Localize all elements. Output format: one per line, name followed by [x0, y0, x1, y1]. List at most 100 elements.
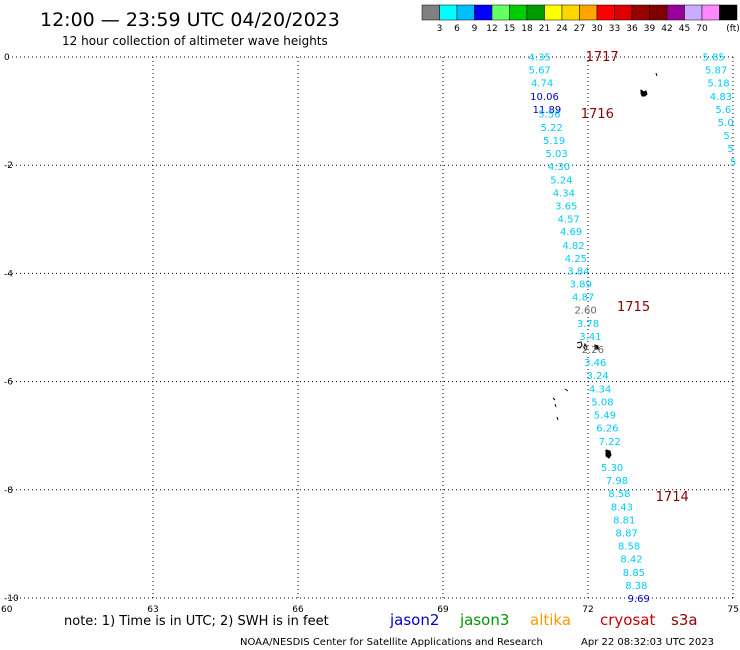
wave-height-point: 2.60: [574, 306, 596, 317]
wave-height-point: 8.85: [623, 568, 645, 579]
wave-height-point: 3.78: [577, 319, 599, 330]
wave-height-point: 4.83: [710, 92, 732, 103]
satellite-legend: jason2 jason3 altika cryosat s3a: [389, 611, 698, 629]
wave-height-point: 8.58: [618, 542, 640, 553]
wave-height-point: 9.69: [628, 594, 650, 605]
colorbar-label: 42: [661, 24, 672, 34]
wave-height-point: 8.43: [611, 503, 633, 514]
colorbar-swatch: [456, 4, 475, 21]
wave-height-values: 4.355.67 4.74 10.06 11.895.56 5.22 5.19 5.03 4.…: [529, 53, 737, 606]
colorbar-label: 39: [644, 24, 656, 34]
colorbar-swatch: [509, 4, 528, 21]
colorbar-swatch: [579, 4, 598, 21]
colorbar-swatch: [684, 4, 703, 21]
footer-timestamp: Apr 22 08:32:03 UTC 2023: [581, 637, 714, 648]
colorbar-swatch: [631, 4, 650, 21]
wave-height-point: 5.56: [538, 109, 560, 120]
colorbar-swatch: [666, 4, 685, 21]
wave-height-point: 4.34: [589, 385, 611, 396]
wave-height-point: 5.0: [718, 118, 734, 129]
colorbar-swatch: [701, 4, 720, 21]
colorbar-label: 30: [591, 24, 603, 34]
colorbar-label: 45: [679, 24, 690, 34]
colorbar-swatch: [544, 4, 563, 21]
y-tick-label: -2: [4, 161, 13, 171]
colorbar-label: 21: [539, 24, 550, 34]
wave-height-point: 8.38: [625, 581, 647, 592]
wave-height-point: 11.89: [533, 105, 562, 116]
wave-height-point: 5.49: [594, 411, 616, 422]
colorbar-swatch: [614, 4, 633, 21]
colorbar-label: 24: [556, 24, 568, 34]
plot-grid: [8, 56, 734, 599]
colorbar-swatch: [474, 4, 493, 21]
colorbar: 3 6 9 12 15 18 21 24 27 30 33 36 39 42 45 70 (ft): [421, 4, 740, 34]
legend-s3a: s3a: [671, 611, 698, 629]
colorbar-label: 9: [472, 24, 478, 34]
legend-jason2: jason2: [389, 611, 439, 629]
colorbar-swatch: [526, 4, 545, 21]
footer-credit: NOAA/NESDIS Center for Satellite Applica…: [240, 637, 543, 648]
pass-label: 1715: [617, 300, 650, 315]
wave-height-point: 5.67: [529, 65, 551, 76]
wave-height-point: 5.: [723, 131, 733, 142]
wave-height-point: 6.26: [596, 424, 618, 435]
wave-height-point: 2.26: [582, 345, 604, 356]
colorbar-label: 36: [626, 24, 638, 34]
colorbar-swatch: [719, 4, 738, 21]
y-tick-label: -6: [4, 378, 13, 388]
wave-height-point: 5.30: [601, 463, 623, 474]
coastline: [552, 72, 658, 459]
colorbar-swatch: [561, 4, 580, 21]
chart-subtitle: 12 hour collection of altimeter wave hei…: [62, 34, 328, 48]
y-tick-label: -4: [4, 269, 13, 279]
wave-height-point: 8.42: [620, 555, 642, 566]
wave-height-point: 4.82: [562, 241, 584, 252]
wave-height-point: 7.98: [606, 476, 628, 487]
y-tick-label: -10: [4, 594, 19, 604]
x-tick-label: 72: [582, 605, 593, 615]
wave-height-point: 3.41: [579, 332, 601, 343]
wave-height-point: 4.34: [553, 188, 575, 199]
y-tick-label: -8: [4, 486, 13, 496]
pass-label: 1714: [656, 490, 689, 505]
y-tick-label: 0: [4, 53, 10, 63]
colorbar-label: 3: [437, 24, 443, 34]
wave-height-point: 5.18: [707, 78, 729, 89]
wave-height-point: 4.87: [572, 293, 594, 304]
wave-height-point: 8.58: [608, 489, 630, 500]
colorbar-label: 70: [696, 24, 708, 34]
colorbar-swatch: [596, 4, 615, 21]
colorbar-label: 27: [574, 24, 585, 34]
wave-height-point: 3.89: [570, 280, 592, 291]
chart-title: 12:00 — 23:59 UTC 04/20/2023: [40, 9, 340, 31]
wave-height-point: 5.87: [705, 65, 727, 76]
wave-height-point: 5.22: [541, 123, 563, 134]
wave-height-point: 4.74: [531, 78, 553, 89]
wave-height-point: 3.84: [567, 267, 589, 278]
pass-labels: 1717 1716 1715 1714: [581, 50, 689, 505]
wave-height-point: 5.19: [543, 136, 565, 147]
colorbar-label: 33: [609, 24, 620, 34]
wave-height-point: 4.69: [560, 227, 582, 238]
legend-jason3: jason3: [459, 611, 509, 629]
legend-cryosat: cryosat: [600, 611, 655, 629]
wave-height-point: 5.6: [715, 105, 731, 116]
wave-height-point: 3.46: [584, 358, 606, 369]
pass-label: 1716: [581, 107, 614, 122]
wave-height-point: 10.06: [530, 92, 559, 103]
wave-height-point: 8.87: [616, 529, 638, 540]
x-tick-label: 75: [728, 605, 739, 615]
pass-label: 1717: [586, 50, 619, 65]
wave-height-point: 3.24: [587, 371, 609, 382]
x-tick-label: 60: [1, 605, 13, 615]
colorbar-swatch: [439, 4, 458, 21]
wave-height-point: 5.24: [550, 175, 572, 186]
colorbar-label: 6: [454, 24, 460, 34]
colorbar-label: 18: [521, 24, 533, 34]
colorbar-swatch: [649, 4, 668, 21]
x-tick-label: 69: [437, 605, 449, 615]
wave-height-point: 5: [730, 157, 736, 168]
wave-height-point: 8.81: [613, 516, 635, 527]
wave-height-point: 7.22: [599, 437, 621, 448]
